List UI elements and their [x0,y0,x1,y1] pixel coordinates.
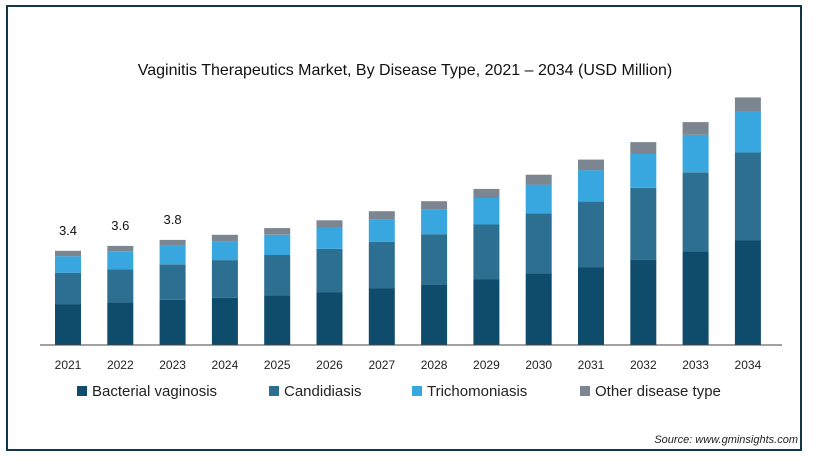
data-label-2023: 3.8 [164,212,182,227]
bar-segment-bacterial-vaginosis-2028 [421,284,448,345]
bar-segment-trichomoniasis-2033 [682,134,709,173]
bar-segment-candidiasis-2022 [107,269,134,303]
bar-segment-candidiasis-2031 [578,201,604,268]
x-tick-label-2023: 2023 [159,358,186,372]
bar-segment-bacterial-vaginosis-2034 [734,240,761,345]
bar-segment-bacterial-vaginosis-2030 [525,273,552,345]
bar-segment-candidiasis-2029 [473,224,500,280]
bar-segment-trichomoniasis-2022 [107,251,134,270]
bar-segment-candidiasis-2025 [264,255,291,296]
x-tick-label-2021: 2021 [55,358,82,372]
bar-segment-trichomoniasis-2032 [630,153,657,188]
x-tick-label-2025: 2025 [264,358,291,372]
x-tick-label-2030: 2030 [525,358,552,372]
chart-title: Vaginitis Therapeutics Market, By Diseas… [138,62,672,79]
bar-segment-candidiasis-2026 [316,249,343,293]
bar-segment-other-disease-type-2022 [107,245,134,252]
bar-segment-bacterial-vaginosis-2023 [159,299,186,345]
legend-label-trichomoniasis: Trichomoniasis [427,383,527,400]
bar-segment-other-disease-type-2032 [630,142,657,154]
bar-segment-trichomoniasis-2021 [55,256,81,273]
x-tick-label-2034: 2034 [735,358,762,372]
bar-segment-other-disease-type-2023 [159,239,186,246]
bar-segment-candidiasis-2032 [630,188,657,260]
x-tick-label-2029: 2029 [473,358,500,372]
legend-swatch-trichomoniasis [412,386,422,396]
bar-segment-trichomoniasis-2028 [421,209,448,235]
bar-segment-bacterial-vaginosis-2029 [473,279,500,345]
bar-segment-candidiasis-2024 [211,260,238,298]
bar-segment-other-disease-type-2021 [55,250,81,257]
bar-segment-other-disease-type-2030 [525,174,552,185]
bar-segment-other-disease-type-2031 [578,159,604,171]
bar-segment-candidiasis-2034 [734,152,761,241]
source-note: Source: www.gminsights.com [654,434,798,446]
bar-segment-other-disease-type-2025 [264,228,291,235]
bar-segment-trichomoniasis-2024 [211,241,238,261]
bar-segment-bacterial-vaginosis-2027 [368,288,395,345]
bar-segment-trichomoniasis-2031 [578,170,604,202]
bar-segment-other-disease-type-2029 [473,188,500,198]
x-tick-label-2024: 2024 [212,358,239,372]
bar-segment-bacterial-vaginosis-2022 [107,302,134,345]
bar-segment-candidiasis-2033 [682,172,709,252]
legend: Bacterial vaginosis Candidiasis Trichomoni… [77,383,721,400]
bar-segment-bacterial-vaginosis-2031 [578,267,604,345]
data-labels: 3.4 3.6 3.8 [59,212,182,238]
legend-label-other-disease-type: Other disease type [595,383,721,400]
data-label-2021: 3.4 [59,223,77,238]
x-tick-labels: 2021 2022 2023 2024 2025 2026 2027 2028 2029 2030… [55,358,762,372]
bar-segment-candidiasis-2030 [525,213,552,274]
bar-segment-other-disease-type-2024 [211,234,238,242]
bar-segment-trichomoniasis-2025 [264,234,291,255]
legend-label-candidiasis: Candidiasis [284,383,362,400]
bars-group [55,97,761,345]
x-tick-label-2027: 2027 [368,358,395,372]
bar-segment-candidiasis-2028 [421,234,448,285]
bar-segment-other-disease-type-2028 [421,201,448,210]
bar-segment-bacterial-vaginosis-2026 [316,292,343,345]
bar-segment-trichomoniasis-2034 [734,111,761,153]
legend-swatch-other-disease-type [580,386,590,396]
bar-segment-other-disease-type-2034 [734,97,761,111]
bar-segment-bacterial-vaginosis-2032 [630,259,657,345]
bar-segment-trichomoniasis-2029 [473,197,500,225]
bar-segment-trichomoniasis-2027 [368,219,395,242]
x-tick-label-2028: 2028 [421,358,448,372]
legend-swatch-bacterial-vaginosis [77,386,87,396]
x-tick-label-2022: 2022 [107,358,134,372]
bar-segment-trichomoniasis-2026 [316,227,343,249]
bar-segment-other-disease-type-2027 [368,211,395,220]
bar-segment-candidiasis-2027 [368,241,395,289]
bar-segment-bacterial-vaginosis-2024 [211,297,238,345]
bar-segment-other-disease-type-2033 [682,122,709,135]
legend-label-bacterial-vaginosis: Bacterial vaginosis [92,383,217,400]
chart-frame [6,5,802,451]
legend-swatch-candidiasis [269,386,279,396]
bar-segment-other-disease-type-2026 [316,220,343,228]
bar-segment-candidiasis-2023 [159,264,186,300]
bar-segment-bacterial-vaginosis-2025 [264,295,291,345]
bar-segment-bacterial-vaginosis-2033 [682,251,709,345]
bar-segment-trichomoniasis-2030 [525,184,552,214]
bar-segment-bacterial-vaginosis-2021 [55,304,81,345]
x-tick-label-2026: 2026 [316,358,343,372]
x-tick-label-2031: 2031 [578,358,605,372]
bar-segment-candidiasis-2021 [55,272,81,305]
data-label-2022: 3.6 [111,218,129,233]
x-tick-label-2032: 2032 [630,358,657,372]
x-tick-label-2033: 2033 [682,358,709,372]
bar-segment-trichomoniasis-2023 [159,245,186,265]
